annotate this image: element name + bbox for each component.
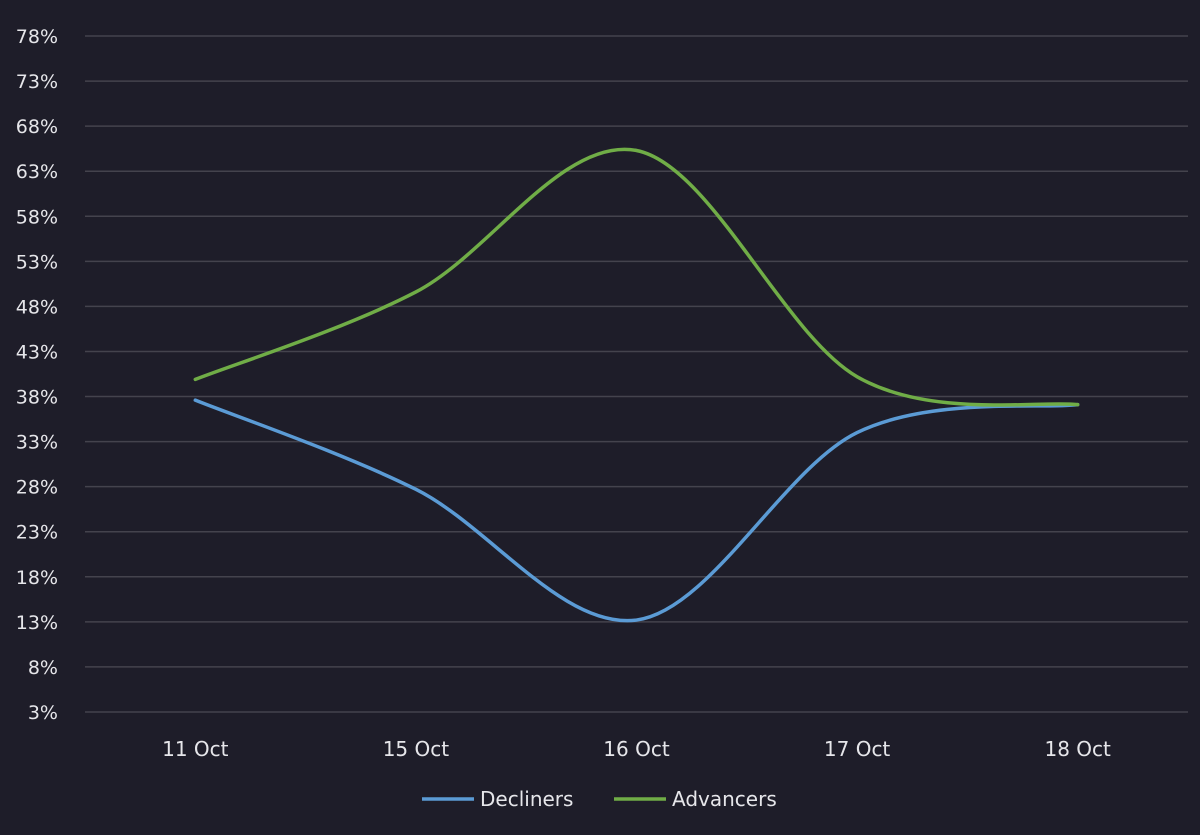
series-lines	[193, 147, 1080, 623]
x-axis: 11 Oct 15 Oct 16 Oct 17 Oct 18 Oct	[162, 737, 1111, 761]
y-tick-label: 23%	[16, 522, 58, 544]
gridlines	[85, 35, 1188, 713]
y-tick-label: 53%	[16, 251, 58, 273]
y-tick-label: 48%	[16, 296, 58, 318]
y-tick-label: 18%	[16, 567, 58, 589]
legend-label: Decliners	[480, 787, 573, 811]
y-tick-label: 38%	[16, 387, 58, 409]
y-tick-label: 13%	[16, 612, 58, 634]
x-tick-label: 15 Oct	[383, 737, 450, 761]
series-line-decliners	[193, 398, 1080, 623]
legend: Decliners Advancers	[422, 787, 777, 811]
series-line-advancers	[193, 147, 1080, 407]
y-tick-label: 58%	[16, 206, 58, 228]
y-axis: 3% 8% 13% 18% 23% 28% 33% 38% 43% 48% 53% 58% 63% 68%…	[16, 26, 58, 724]
y-tick-label: 28%	[16, 477, 58, 499]
x-tick-label: 18 Oct	[1045, 737, 1112, 761]
x-tick-label: 16 Oct	[603, 737, 670, 761]
y-tick-label: 63%	[16, 161, 58, 183]
legend-label: Advancers	[672, 787, 777, 811]
y-tick-label: 8%	[28, 657, 58, 679]
y-tick-label: 73%	[16, 71, 58, 93]
y-tick-label: 78%	[16, 26, 58, 48]
x-tick-label: 11 Oct	[162, 737, 229, 761]
y-tick-label: 68%	[16, 116, 58, 138]
x-tick-label: 17 Oct	[824, 737, 891, 761]
y-tick-label: 43%	[16, 341, 58, 363]
y-tick-label: 3%	[28, 702, 58, 724]
y-tick-label: 33%	[16, 432, 58, 454]
